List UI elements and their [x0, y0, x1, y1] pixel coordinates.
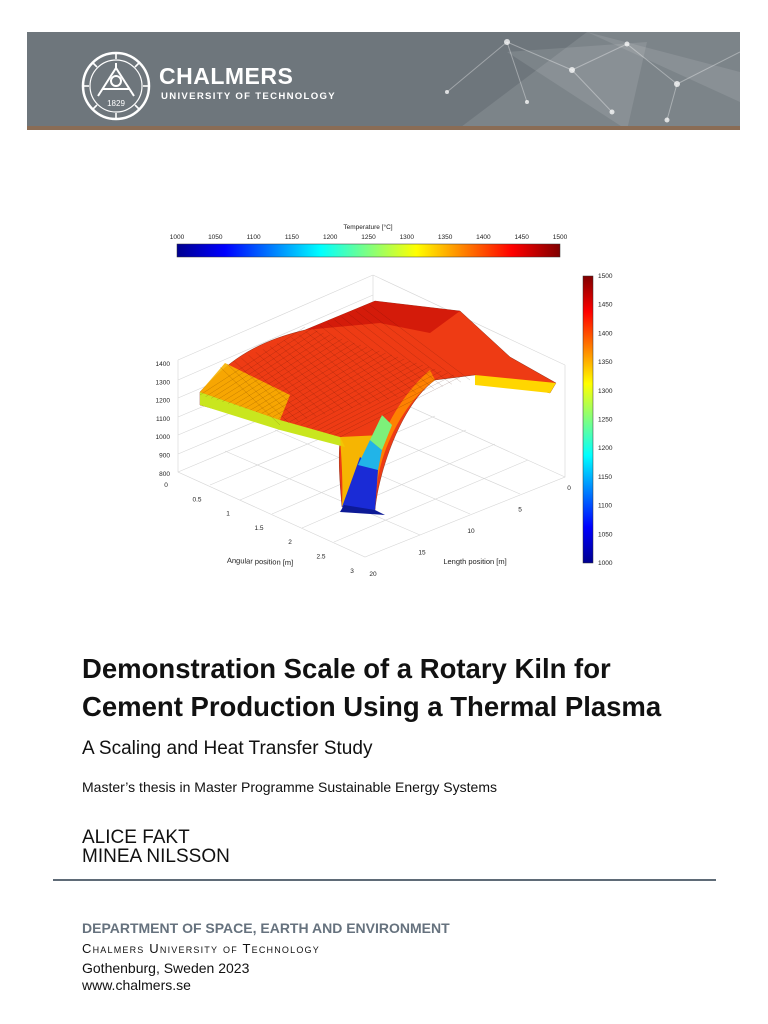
- colorbar-title: Temperature [°C]: [343, 223, 392, 231]
- z-axis-tick: 900: [159, 453, 170, 460]
- z-axis-tick: 800: [159, 471, 170, 478]
- side-colorbar-tick: 1250: [598, 417, 613, 424]
- side-colorbar-tick: 1150: [598, 474, 612, 481]
- length-axis-label: Length position [m]: [443, 557, 506, 566]
- top-colorbar: [176, 243, 561, 258]
- side-colorbar-tick: 1300: [598, 388, 613, 395]
- location-year: Gothenburg, Sweden 2023: [82, 960, 250, 976]
- title-line-1: Demonstration Scale of a Rotary Kiln for: [82, 653, 611, 684]
- brand-name: CHALMERS: [159, 63, 294, 89]
- colorbar-tick: 1250: [361, 234, 376, 241]
- colorbar-tick: 1450: [514, 234, 529, 241]
- length-axis-ticks: 0 5 10 15 20: [369, 485, 571, 578]
- z-axis-tick: 1300: [156, 379, 171, 386]
- university-name: Chalmers University of Technology: [82, 941, 320, 956]
- divider: [53, 879, 716, 881]
- z-axis-tick: 1400: [156, 361, 171, 368]
- side-colorbar: [582, 275, 594, 564]
- length-axis-tick: 10: [467, 528, 475, 535]
- colorbar-tick: 1100: [247, 234, 261, 241]
- temperature-surface-figure: Temperature [°C] 1000 1050 1100 1150 1200 125…: [156, 223, 613, 578]
- authors: ALICE FAKT MINEA NILSSON: [82, 828, 230, 866]
- angular-axis-tick: 1: [226, 511, 230, 518]
- department: DEPARTMENT OF SPACE, EARTH AND ENVIRONME…: [82, 920, 450, 936]
- brand-subtitle: UNIVERSITY OF TECHNOLOGY: [161, 91, 336, 102]
- colorbar-tick: 1400: [476, 234, 491, 241]
- side-colorbar-tick: 1350: [598, 359, 613, 366]
- side-colorbar-tick: 1450: [598, 302, 613, 309]
- network-pattern: [445, 32, 740, 126]
- title-line-2: Cement Production Using a Thermal Plasma: [82, 691, 662, 722]
- side-colorbar-tick: 1200: [598, 445, 613, 452]
- author-2: MINEA NILSSON: [82, 846, 230, 867]
- angular-axis-tick: 3: [350, 568, 354, 575]
- program-line: Master’s thesis in Master Programme Sust…: [82, 779, 497, 795]
- angular-axis-label: Angular position [m]: [227, 556, 294, 567]
- length-axis-tick: 15: [418, 550, 426, 557]
- angular-axis-tick: 0.5: [192, 496, 201, 503]
- angular-axis-tick: 2: [288, 539, 292, 546]
- colorbar-tick: 1150: [285, 234, 299, 241]
- side-colorbar-ticks: 1500 1450 1400 1350 1300 1250 1200 1150 1100 1050…: [598, 273, 613, 567]
- length-axis-tick: 0: [567, 485, 571, 492]
- colorbar-tick: 1050: [208, 234, 223, 241]
- angular-axis-tick: 2.5: [316, 554, 325, 561]
- colorbar-tick: 1000: [170, 234, 185, 241]
- colorbar-tick: 1500: [553, 234, 568, 241]
- colorbar-tick: 1350: [438, 234, 453, 241]
- top-colorbar-ticks: 1000 1050 1100 1150 1200 1250 1300 1350 1400 1450…: [170, 234, 568, 241]
- z-axis-tick: 1100: [156, 416, 170, 423]
- z-axis-ticks: 1400 1300 1200 1100 1000 900 800: [156, 361, 171, 478]
- thesis-title: Demonstration Scale of a Rotary Kiln for…: [82, 650, 762, 726]
- surface-mesh: [199, 304, 471, 438]
- website-link[interactable]: www.chalmers.se: [82, 977, 191, 993]
- side-colorbar-tick: 1000: [598, 560, 613, 567]
- seal-year: 1829: [107, 99, 125, 108]
- z-axis-tick: 1200: [156, 398, 171, 405]
- chalmers-seal-icon: 1829: [81, 51, 151, 121]
- side-colorbar-tick: 1100: [598, 503, 612, 510]
- z-axis-tick: 1000: [156, 434, 171, 441]
- angular-axis-tick: 0: [164, 482, 168, 489]
- angular-axis-tick: 1.5: [254, 525, 263, 532]
- side-colorbar-tick: 1400: [598, 330, 613, 337]
- temperature-surface: [199, 300, 557, 515]
- angular-axis-ticks: 0 0.5 1 1.5 2 2.5 3: [164, 482, 354, 575]
- header-banner: 1829 CHALMERS UNIVERSITY OF TECHNOLOGY: [27, 32, 740, 130]
- side-colorbar-tick: 1050: [598, 531, 613, 538]
- colorbar-tick: 1200: [323, 234, 338, 241]
- thesis-subtitle: A Scaling and Heat Transfer Study: [82, 738, 373, 759]
- colorbar-tick: 1300: [400, 234, 415, 241]
- side-colorbar-tick: 1500: [598, 273, 613, 280]
- author-1: ALICE FAKT: [82, 827, 190, 848]
- length-axis-tick: 5: [518, 507, 522, 514]
- length-axis-tick: 20: [369, 571, 377, 578]
